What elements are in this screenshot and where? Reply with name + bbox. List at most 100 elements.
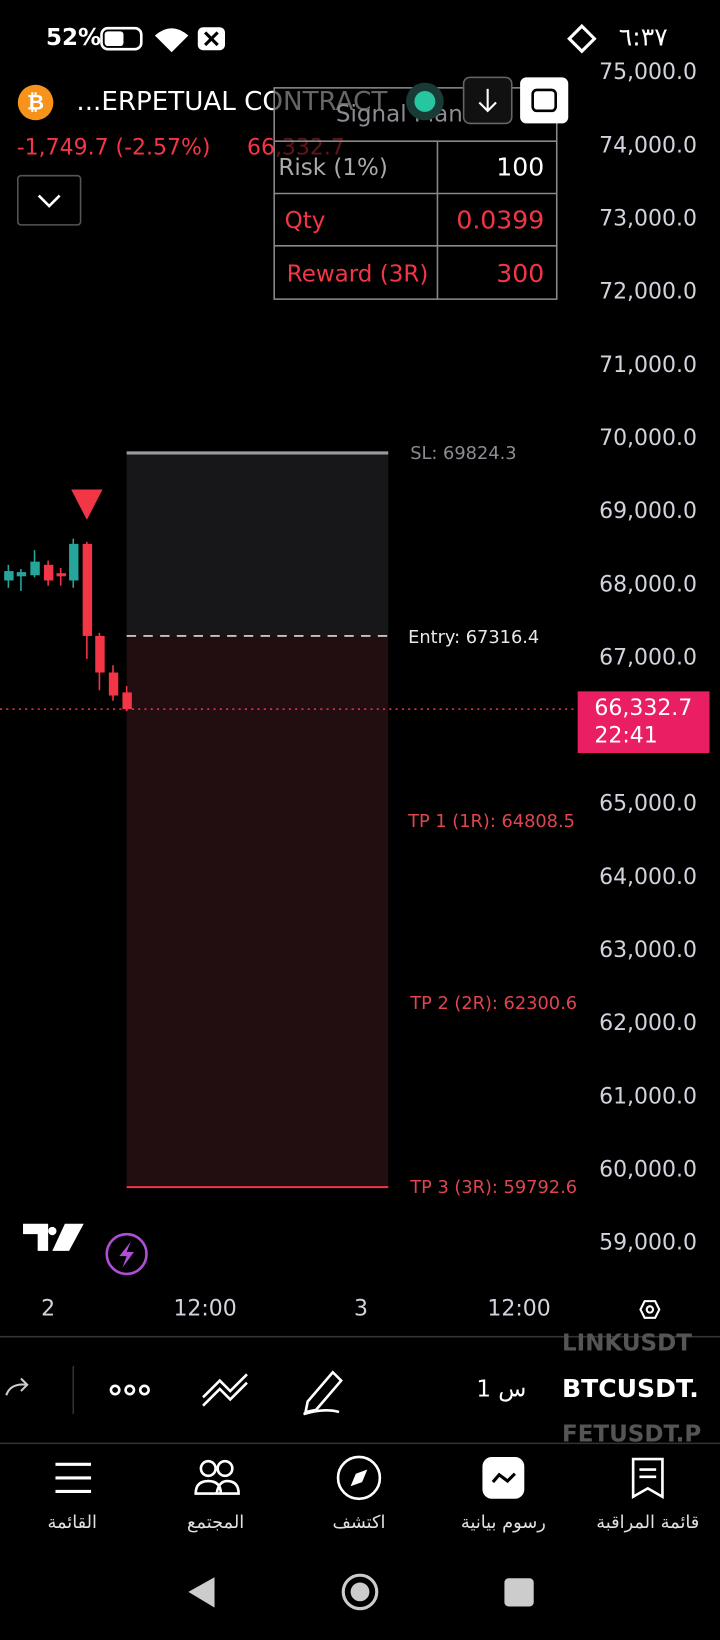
signal-planner: Signal Planner Risk (1%) 100 Qty 0.0399 …: [273, 87, 558, 300]
current-price: 66,332.7: [594, 696, 692, 721]
price-label: 59,000.0: [599, 1231, 697, 1256]
price-change: -1,749.7 (-2.57%): [17, 136, 211, 161]
live-dot: [414, 90, 436, 112]
indicators-icon[interactable]: [202, 1373, 248, 1407]
charts-icon-line: [491, 1472, 516, 1484]
nav-label[interactable]: رسوم بيانية: [461, 1512, 546, 1533]
interval[interactable]: 1 س: [476, 1377, 526, 1403]
price-label: 63,000.0: [599, 938, 697, 963]
bar-countdown: 22:41: [594, 723, 657, 748]
more-button[interactable]: [109, 1384, 150, 1396]
candle: [82, 543, 93, 636]
recents-button[interactable]: [504, 1578, 534, 1607]
time-label: 2: [41, 1296, 55, 1321]
battery-percent: 52%: [46, 25, 101, 51]
price-label: 60,000.0: [599, 1157, 697, 1182]
planner-cell: Qty: [285, 208, 326, 234]
explore-icon[interactable]: [336, 1455, 382, 1501]
candle: [4, 571, 14, 581]
chevron-icon: [37, 194, 61, 208]
snapshot-icon: [531, 88, 558, 113]
candle: [122, 692, 132, 710]
dot: [124, 1384, 136, 1396]
bitcoin-icon: [17, 84, 54, 121]
tp3-label: TP 3 (3R): 59792.6: [409, 1177, 577, 1198]
community-icon-body: [194, 1479, 240, 1495]
planner-cell: Risk (1%): [278, 155, 387, 181]
candle: [16, 572, 27, 577]
snapshot-button[interactable]: [520, 77, 569, 124]
price-label: 75,000.0: [599, 60, 697, 85]
price-label: 71,000.0: [599, 353, 697, 378]
notification-x: [204, 31, 219, 47]
dot: [109, 1384, 121, 1396]
menu-icon[interactable]: [55, 1462, 92, 1494]
price-label: 64,000.0: [599, 865, 697, 890]
drawing-icon[interactable]: [303, 1370, 343, 1416]
watchlist-item[interactable]: BTCUSDT.: [562, 1374, 699, 1403]
time-label: 12:00: [173, 1296, 236, 1321]
nav-label[interactable]: المجتمع: [187, 1512, 244, 1533]
battery-level: [104, 31, 124, 47]
nav-label[interactable]: القائمة: [47, 1512, 97, 1533]
price-label: 62,000.0: [599, 1011, 697, 1036]
planner-cell: 300: [496, 259, 544, 288]
redo-icon[interactable]: [5, 1377, 29, 1396]
planner-cell: 100: [496, 152, 544, 181]
dot: [138, 1384, 150, 1396]
battery-icon: [100, 26, 143, 51]
candles: [4, 489, 132, 712]
back-button[interactable]: [188, 1577, 215, 1608]
entry-label: Entry: 67316.4: [408, 627, 539, 648]
price-label: 70,000.0: [599, 426, 697, 451]
nav-label[interactable]: اكتشف: [332, 1512, 385, 1533]
alert-button[interactable]: [105, 1232, 148, 1276]
wifi-icon: [154, 28, 189, 53]
candle: [43, 564, 54, 581]
price-label: 65,000.0: [599, 792, 697, 817]
price-label: 73,000.0: [599, 207, 697, 232]
tradingview-logo: [23, 1223, 84, 1251]
expand-button[interactable]: [17, 174, 82, 226]
clock: ٦:٣٧: [619, 23, 668, 52]
compass-needle: [350, 1469, 368, 1487]
candle: [108, 672, 119, 696]
home-button[interactable]: [341, 1573, 379, 1611]
stop-zone: [126, 452, 389, 636]
nav-label[interactable]: قائمة المراقبة: [596, 1512, 699, 1533]
sell-signal: [71, 489, 103, 520]
tp2-label: TP 2 (2R): 62300.6: [409, 993, 577, 1014]
community-icon: [216, 1459, 234, 1478]
planner-cell: 0.0399: [456, 206, 544, 235]
bolt-icon: [119, 1241, 134, 1268]
candle: [30, 561, 40, 576]
download-icon: [478, 88, 497, 113]
price-tag: [577, 691, 710, 754]
settings-icon[interactable]: [639, 1300, 661, 1319]
watchlist-icon[interactable]: [631, 1457, 664, 1499]
bitcoin-glyph: ₿: [27, 91, 44, 115]
time-label: 12:00: [487, 1296, 550, 1321]
price-label: 69,000.0: [599, 499, 697, 524]
candle: [95, 635, 105, 673]
candle: [69, 543, 79, 581]
binance-icon: [567, 23, 597, 54]
price-label: 72,000.0: [599, 280, 697, 305]
target-zone: [126, 635, 389, 1188]
planner-cell: Reward (3R): [287, 262, 429, 288]
sl-label: SL: 69824.3: [410, 443, 516, 464]
tradingview-logo-dot: [48, 1226, 57, 1236]
time-label: 3: [354, 1296, 368, 1321]
candle: [56, 573, 66, 577]
price-label: 67,000.0: [599, 645, 697, 670]
price-label: 61,000.0: [599, 1084, 697, 1109]
price-label: 68,000.0: [599, 572, 697, 597]
tp1-label: TP 1 (1R): 64808.5: [407, 811, 575, 832]
community-icon[interactable]: [199, 1459, 217, 1478]
price-label: 74,000.0: [599, 133, 697, 158]
settings-icon-dot: [645, 1305, 655, 1314]
watchlist-item[interactable]: LINKUSDT: [562, 1331, 692, 1357]
home-button-dot: [350, 1582, 370, 1602]
